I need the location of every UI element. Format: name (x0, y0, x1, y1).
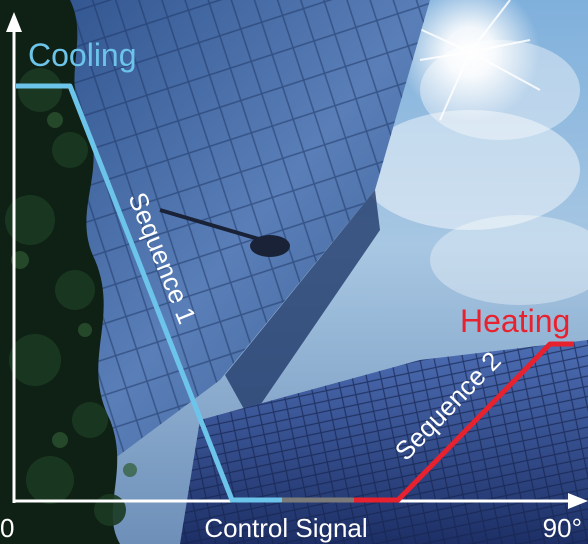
x-axis-arrow (568, 493, 588, 509)
cooling-label: Cooling (28, 37, 137, 73)
heating-label: Heating (460, 303, 570, 339)
x-min-label: 0 (0, 513, 14, 543)
x-axis-label: Control Signal (204, 513, 367, 543)
y-axis-arrow (6, 12, 22, 32)
x-max-label: 90° (543, 513, 582, 543)
cooling-curve (16, 83, 282, 503)
heating-curve (354, 341, 574, 503)
